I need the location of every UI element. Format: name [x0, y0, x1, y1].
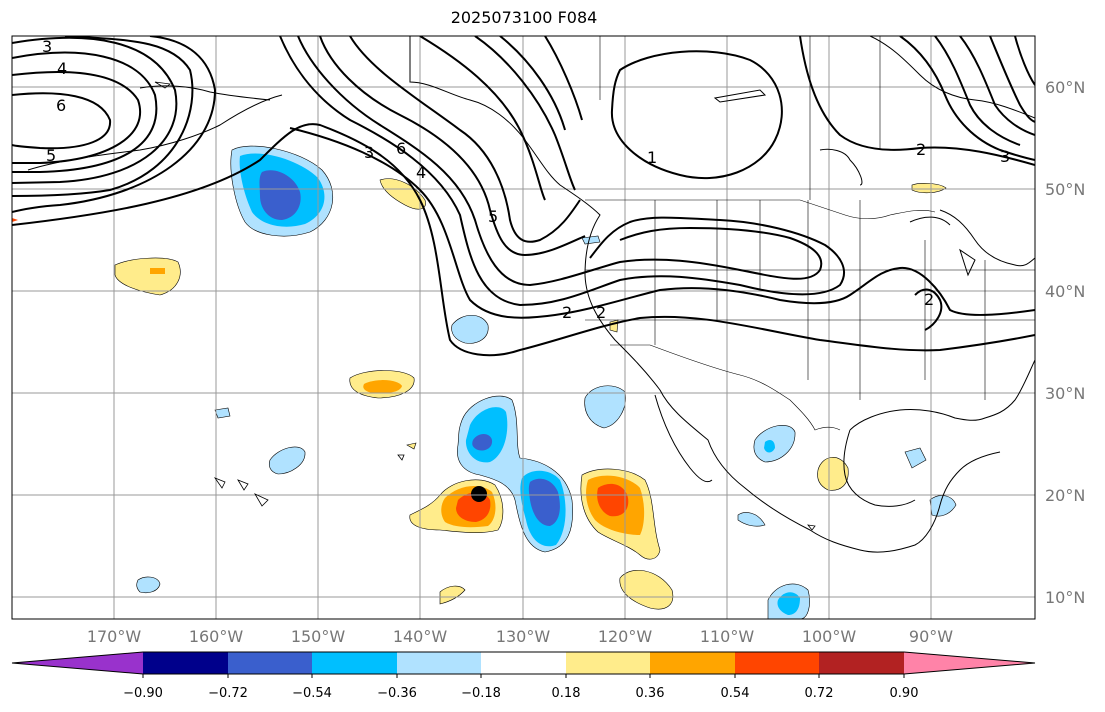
- colorbar-bin: [312, 652, 397, 674]
- lon-label: 120°W: [598, 627, 653, 646]
- plot-title: 2025073100 F084: [450, 8, 598, 27]
- colorbar-bin: [819, 652, 904, 674]
- storm-center-marker: [471, 486, 487, 502]
- colorbar-tick-label: 0.18: [552, 686, 581, 701]
- colorbar-tick-label: 0.90: [890, 686, 919, 701]
- colorbar-bin: [228, 652, 312, 674]
- colorbar: [11, 651, 1036, 678]
- colorbar-bin: [650, 652, 735, 674]
- lat-label: 60°N: [1045, 78, 1085, 97]
- shade-neg-nw-3: [259, 170, 301, 220]
- contour-label: 3: [1000, 147, 1010, 166]
- map-frame: [11, 35, 1036, 620]
- contour-label: 2: [562, 303, 572, 322]
- lat-label: 20°N: [1045, 486, 1085, 505]
- colorbar-tick-label: −0.18: [461, 686, 501, 701]
- lon-label: 160°W: [189, 627, 244, 646]
- lon-label: 170°W: [87, 627, 142, 646]
- contour-label: 5: [488, 207, 498, 226]
- colorbar-extend-max: [904, 652, 1035, 674]
- colorbar-tick-label: 0.36: [636, 686, 665, 701]
- contour-label: 6: [396, 139, 406, 158]
- contour-label: 2: [596, 303, 606, 322]
- country-borders: [585, 36, 1035, 431]
- colorbar-bin: [397, 652, 481, 674]
- colorbar-bin: [735, 652, 819, 674]
- colorbar-tick-label: 0.54: [721, 686, 750, 701]
- colorbar-extend-min: [12, 652, 143, 674]
- lon-label: 100°W: [802, 627, 857, 646]
- latitude-labels: 60°N 50°N 40°N 30°N 20°N 10°N: [1045, 78, 1085, 607]
- colorbar-tick-label: −0.36: [377, 686, 417, 701]
- lat-label: 50°N: [1045, 180, 1085, 199]
- lon-label: 90°W: [909, 627, 953, 646]
- colorbar-bin: [143, 652, 228, 674]
- shading-regions: [12, 145, 957, 619]
- longitude-labels: 170°W 160°W 150°W 140°W 130°W 120°W 110°…: [87, 627, 953, 646]
- contour-label-group: 3 4 6 5 3 6 4 5 2 2 1 2 2 3: [42, 37, 1010, 322]
- colorbar-tick-label: −0.72: [208, 686, 248, 701]
- colorbar-tick-label: −0.54: [292, 686, 332, 701]
- colorbar-bin: [566, 652, 650, 674]
- contour-label: 1: [647, 148, 657, 167]
- contour-label: 2: [924, 290, 934, 309]
- islands: [154, 81, 816, 531]
- colorbar-tick-label: 0.72: [805, 686, 834, 701]
- lon-label: 110°W: [700, 627, 755, 646]
- contour-label: 6: [56, 96, 66, 115]
- map-plot-area: 3 4 6 5 3 6 4 5 2 2 1 2 2 3: [12, 36, 1035, 619]
- lon-label: 140°W: [393, 627, 448, 646]
- graticule: [12, 36, 1035, 619]
- colorbar-bin: [481, 652, 566, 674]
- lon-label: 130°W: [496, 627, 551, 646]
- contour-label: 3: [42, 37, 52, 56]
- contour-label: 3: [364, 143, 374, 162]
- contour-label: 4: [57, 59, 67, 78]
- contour-label: 2: [916, 140, 926, 159]
- lon-label: 150°W: [291, 627, 346, 646]
- lat-label: 30°N: [1045, 384, 1085, 403]
- colorbar-tick-label: −0.90: [123, 686, 163, 701]
- lat-label: 10°N: [1045, 588, 1085, 607]
- lat-label: 40°N: [1045, 282, 1085, 301]
- contour-label: 5: [46, 146, 56, 165]
- colorbar-tick-labels: −0.90 −0.72 −0.54 −0.36 −0.18 0.18 0.36 …: [123, 686, 918, 701]
- contours: [12, 36, 1035, 357]
- contour-label: 4: [416, 163, 426, 182]
